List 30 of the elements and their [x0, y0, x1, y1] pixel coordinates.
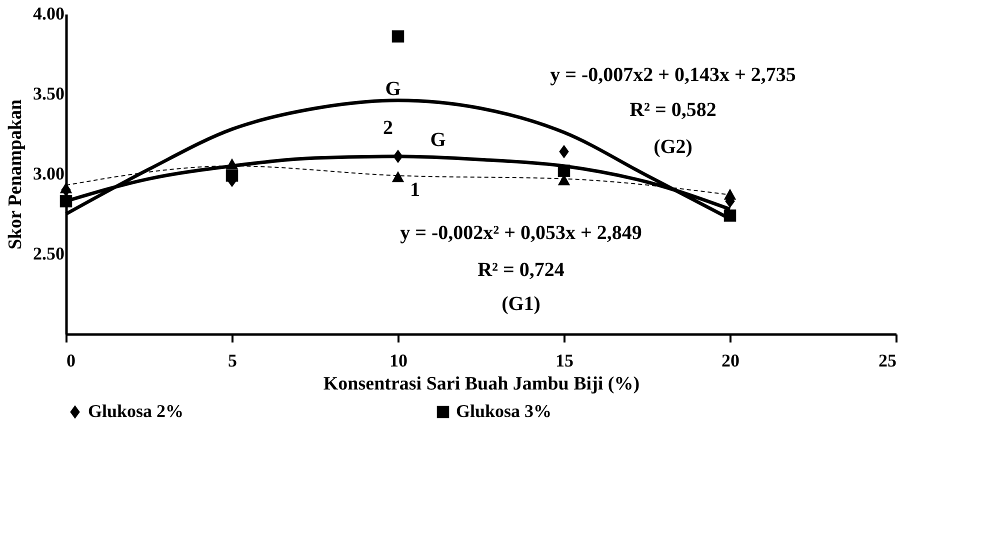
point: [392, 171, 404, 182]
annotation: G: [385, 78, 402, 100]
y-axis-title: Skor Penampakan: [5, 99, 26, 250]
legend-label: Glukosa 3%: [456, 401, 552, 421]
annotation: (G2): [654, 136, 692, 158]
point: [60, 182, 72, 194]
legend-label: Glukosa 2%: [88, 401, 184, 421]
x-tick-label: 5: [228, 350, 237, 370]
annotation: R² = 0,582: [630, 99, 716, 121]
x-tick-label: 25: [878, 350, 896, 370]
annotation: y = -0,007x2 + 0,143x + 2,735: [550, 64, 796, 86]
annotation: 1: [410, 179, 420, 201]
point: [226, 169, 238, 182]
annotation: G: [430, 129, 446, 151]
annotation: y = -0,002x² + 0,053x + 2,849: [400, 222, 642, 244]
annotation: 2: [383, 117, 393, 139]
x-tick-label: 20: [722, 350, 740, 370]
point: [392, 30, 404, 43]
point: [559, 144, 569, 158]
x-axis-title: Konsentrasi Sari Buah Jambu Biji (%): [323, 374, 640, 394]
x-tick-label: 15: [556, 350, 574, 370]
y-tick-label: 4.00: [33, 4, 64, 24]
y-tick-label: 3.50: [33, 84, 64, 104]
point: [724, 188, 736, 200]
y-tick-label: 3.00: [33, 164, 64, 184]
annotation: R² = 0,724: [478, 259, 564, 281]
annotation: (G1): [502, 293, 540, 315]
x-tick-label: 0: [66, 350, 76, 370]
y-tick-label: 2.50: [33, 244, 64, 264]
x-tick-label: 10: [390, 350, 408, 370]
